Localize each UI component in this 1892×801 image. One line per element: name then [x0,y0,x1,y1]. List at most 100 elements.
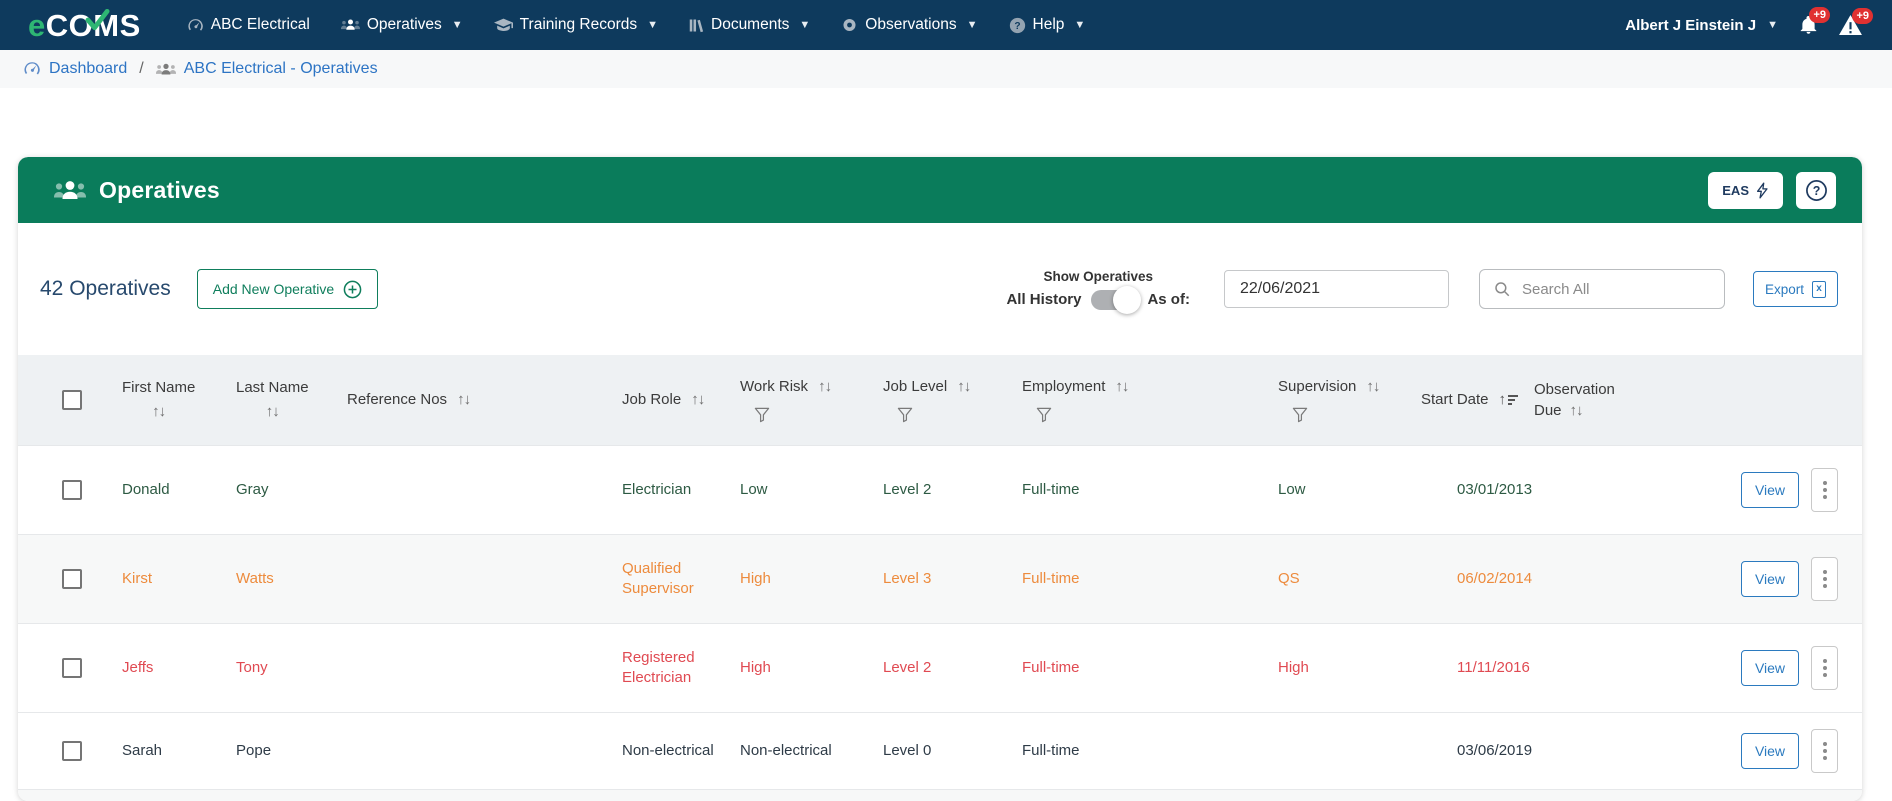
panel-header-buttons: EAS ? [1708,171,1836,209]
show-operatives-control: Show Operatives All History As of: [1006,269,1190,314]
nav-label: Operatives [366,16,442,33]
eas-button[interactable]: EAS [1708,171,1783,209]
cell-employment: Full-time [1022,658,1080,676]
table-row: Kirst Watts Qualified Supervisor High Level … [18,534,1862,623]
nav-label: Help [1032,16,1065,33]
add-new-operative-button[interactable]: Add New Operative [196,269,379,309]
panel-help-button[interactable]: ? [1796,171,1836,209]
all-history-toggle[interactable] [1091,285,1142,314]
view-button[interactable]: View [1741,561,1799,597]
cell-employment: Full-time [1022,480,1080,498]
table-row: Donald Gray Electrician Low Level 2 Full-time… [18,445,1862,534]
nav-item-documents[interactable]: Documents ▼ [689,16,810,34]
row-checkbox-cell [18,741,122,761]
nav-item-observations[interactable]: Observations ▼ [841,16,978,34]
cell-job-role: Electrician [622,480,692,498]
breadcrumb-label: Dashboard [49,60,128,77]
sort-ascending-icon[interactable]: ↑ [1499,390,1519,410]
filter-icon[interactable] [754,407,770,423]
view-button[interactable]: View [1741,472,1799,508]
cell-job-level: Level 2 [883,658,932,676]
logo-text-e: e [28,7,46,43]
row-menu-button[interactable] [1811,468,1838,512]
row-actions: View [1654,557,1862,601]
nav-item-abc-electrical[interactable]: ABC Electrical [187,16,310,34]
col-label: Last Name [236,378,309,396]
table-body: Donald Gray Electrician Low Level 2 Full-time… [18,445,1862,789]
col-supervision: Supervision ↑↓ [1278,377,1421,423]
row-checkbox-cell [18,480,122,500]
row-checkbox-cell [18,658,122,678]
as-of-date-input[interactable] [1223,270,1449,308]
user-menu[interactable]: Albert J Einstein J ▼ [1625,17,1778,34]
nav-item-training-records[interactable]: Training Records ▼ [493,16,658,34]
search-input[interactable] [1510,280,1724,298]
col-start-date: Start Date ↑ [1421,390,1534,410]
breadcrumb-label: ABC Electrical - Operatives [183,60,378,77]
row-checkbox[interactable] [62,658,82,678]
filter-icon[interactable] [897,407,913,423]
view-button[interactable]: View [1741,650,1799,686]
cell-work-risk: High [740,658,771,676]
user-name: Albert J Einstein J [1625,16,1757,34]
export-button[interactable]: Export [1752,271,1838,307]
notifications-bell-button[interactable]: +9 [1798,7,1830,36]
sort-icon[interactable]: ↑↓ [818,377,832,395]
cell-first-name: Kirst [122,569,152,587]
row-checkbox[interactable] [62,569,82,589]
cell-employment: Full-time [1022,741,1080,759]
sort-icon[interactable]: ↑↓ [457,390,471,408]
col-label: Reference Nos [347,390,448,408]
app-logo[interactable]: eCOMS [28,7,141,43]
all-history-label: All History [1006,291,1082,308]
sort-icon[interactable]: ↑↓ [1366,377,1380,395]
row-menu-button[interactable] [1811,646,1838,690]
sort-icon[interactable]: ↑↓ [152,403,166,420]
circle-plus-icon [343,280,362,298]
bell-badge: +9 [1809,7,1830,24]
table-row: Jeffs Tony Registered Electrician High Level… [18,623,1862,712]
filter-icon[interactable] [1292,407,1308,423]
row-actions: View [1654,468,1862,512]
add-button-label: Add New Operative [212,281,335,297]
view-button[interactable]: View [1741,733,1799,769]
toggle-knob [1113,285,1142,314]
cell-last-name: Gray [236,480,269,498]
chevron-down-icon: ▼ [1074,19,1086,31]
cell-job-role: Qualified Supervisor [622,559,694,597]
nav-menu: ABC Electrical Operatives ▼ Training Rec… [187,16,1086,34]
col-work-risk: Work Risk ↑↓ [740,377,883,423]
operatives-count: 42 Operatives [40,277,171,300]
row-checkbox[interactable] [62,741,82,761]
col-label: Start Date [1421,390,1489,408]
row-menu-button[interactable] [1811,557,1838,601]
nav-label: Training Records [519,16,638,33]
sort-icon[interactable]: ↑↓ [1115,377,1129,395]
chevron-down-icon: ▼ [799,19,811,31]
filter-icon[interactable] [1036,407,1052,423]
cell-supervision: QS [1278,569,1300,587]
nav-item-operatives[interactable]: Operatives ▼ [340,16,463,34]
cell-first-name: Jeffs [122,658,154,676]
logo-check-icon [85,8,110,30]
row-actions: View [1654,646,1862,690]
nav-label: Documents [711,16,790,33]
select-all-checkbox[interactable] [62,390,82,410]
books-icon [689,17,704,34]
alerts-button[interactable]: +9 [1839,7,1873,36]
export-label: Export [1764,281,1804,297]
row-checkbox[interactable] [62,480,82,500]
sort-icon[interactable]: ↑↓ [1569,402,1584,419]
sort-icon[interactable]: ↑↓ [691,390,705,408]
sort-icon[interactable]: ↑↓ [265,403,280,420]
col-last-name: Last Name ↑↓ [236,378,347,423]
eas-label: EAS [1722,182,1749,198]
cell-work-risk: High [740,569,771,587]
row-checkbox-cell [18,569,122,589]
sort-icon[interactable]: ↑↓ [957,377,971,395]
row-menu-button[interactable] [1811,729,1838,773]
nav-item-help[interactable]: ? Help ▼ [1009,16,1086,34]
breadcrumb-dashboard-link[interactable]: Dashboard [23,60,127,78]
col-label: Job Level [883,377,948,395]
breadcrumb-current-link[interactable]: ABC Electrical - Operatives [155,60,378,78]
